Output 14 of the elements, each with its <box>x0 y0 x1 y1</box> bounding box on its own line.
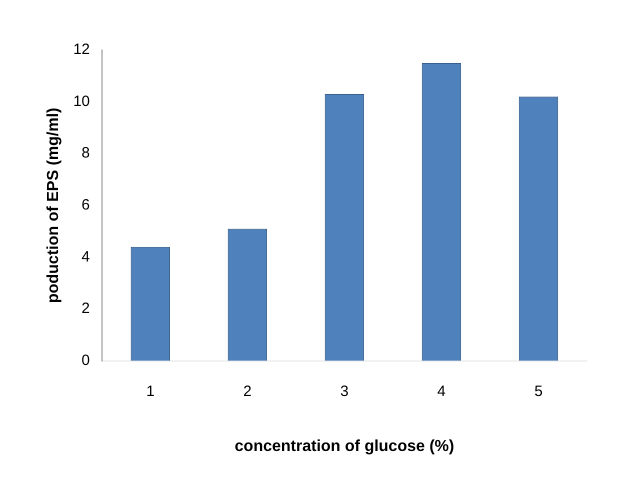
x-axis-title: concentration of glucose (%) <box>234 438 454 455</box>
x-tick-label: 3 <box>340 382 349 400</box>
y-tick-label: 0 <box>82 352 90 369</box>
x-tick-label: 4 <box>437 382 446 400</box>
y-tick-label: 10 <box>73 92 90 110</box>
x-tick-label: 2 <box>243 382 252 400</box>
y-tick-label: 12 <box>73 41 90 58</box>
y-tick-label: 2 <box>82 300 90 318</box>
y-tick-label: 4 <box>82 248 90 266</box>
x-tick-label: 1 <box>146 382 155 400</box>
y-tick-label: 6 <box>82 196 90 214</box>
y-tick-label: 8 <box>82 144 90 162</box>
y-axis-title: poduction of EPS (mg/ml) <box>45 108 62 304</box>
x-tick-label: 5 <box>534 382 543 400</box>
